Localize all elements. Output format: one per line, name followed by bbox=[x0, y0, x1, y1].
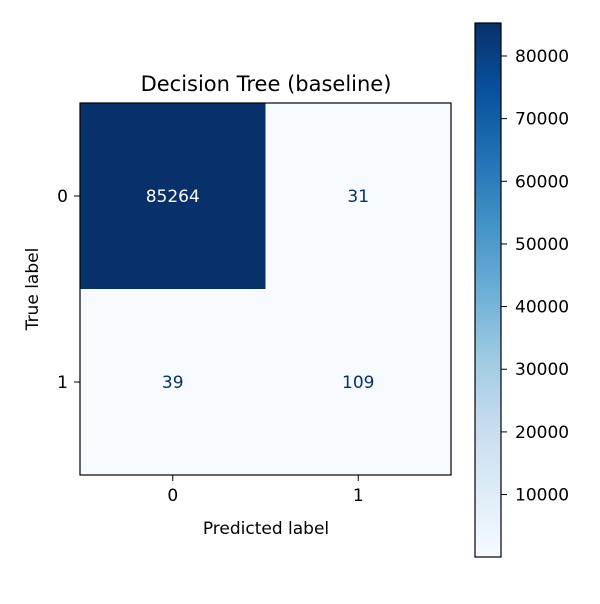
colorbar-tick-label-30000: 30000 bbox=[515, 360, 569, 380]
x-tick-label-1: 1 bbox=[353, 486, 364, 506]
colorbar bbox=[474, 22, 502, 558]
heatmap-cell-1-1 bbox=[265, 289, 451, 475]
colorbar-tick-label-80000: 80000 bbox=[515, 47, 569, 67]
colorbar-tick-label-50000: 50000 bbox=[515, 235, 569, 255]
cell-value-label-0-0: 85264 bbox=[146, 187, 200, 207]
heatmap-cell-labels: 85264 31 39 109 bbox=[146, 187, 375, 393]
cell-value-label-1-1: 109 bbox=[342, 373, 374, 393]
heatmap-cells bbox=[80, 103, 451, 475]
y-axis-ticks: 01 bbox=[57, 187, 80, 393]
x-tick-label-0: 0 bbox=[167, 486, 178, 506]
y-tick-label-0: 0 bbox=[57, 187, 68, 207]
chart-title: Decision Tree (baseline) bbox=[141, 72, 392, 96]
colorbar-tick-label-10000: 10000 bbox=[515, 486, 569, 506]
cell-value-label-1-0: 39 bbox=[162, 373, 184, 393]
heatmap-cell-0-0 bbox=[80, 103, 266, 289]
y-axis-label: True label bbox=[23, 248, 43, 332]
colorbar-tick-label-20000: 20000 bbox=[515, 423, 569, 443]
y-tick-label-1: 1 bbox=[57, 373, 68, 393]
colorbar-tick-label-40000: 40000 bbox=[515, 298, 569, 318]
colorbar-tick-label-70000: 70000 bbox=[515, 110, 569, 130]
plot-frame bbox=[79, 102, 452, 476]
colorbar-tick-label-60000: 60000 bbox=[515, 172, 569, 192]
x-axis-label: Predicted label bbox=[203, 519, 329, 539]
heatmap-cell-1-0 bbox=[80, 289, 266, 475]
cell-value-label-0-1: 31 bbox=[347, 187, 369, 207]
heatmap-cell-0-1 bbox=[265, 103, 451, 289]
colorbar-ticks: 10000 20000 30000 40000 50000 60000 70000 80000 bbox=[501, 47, 569, 506]
